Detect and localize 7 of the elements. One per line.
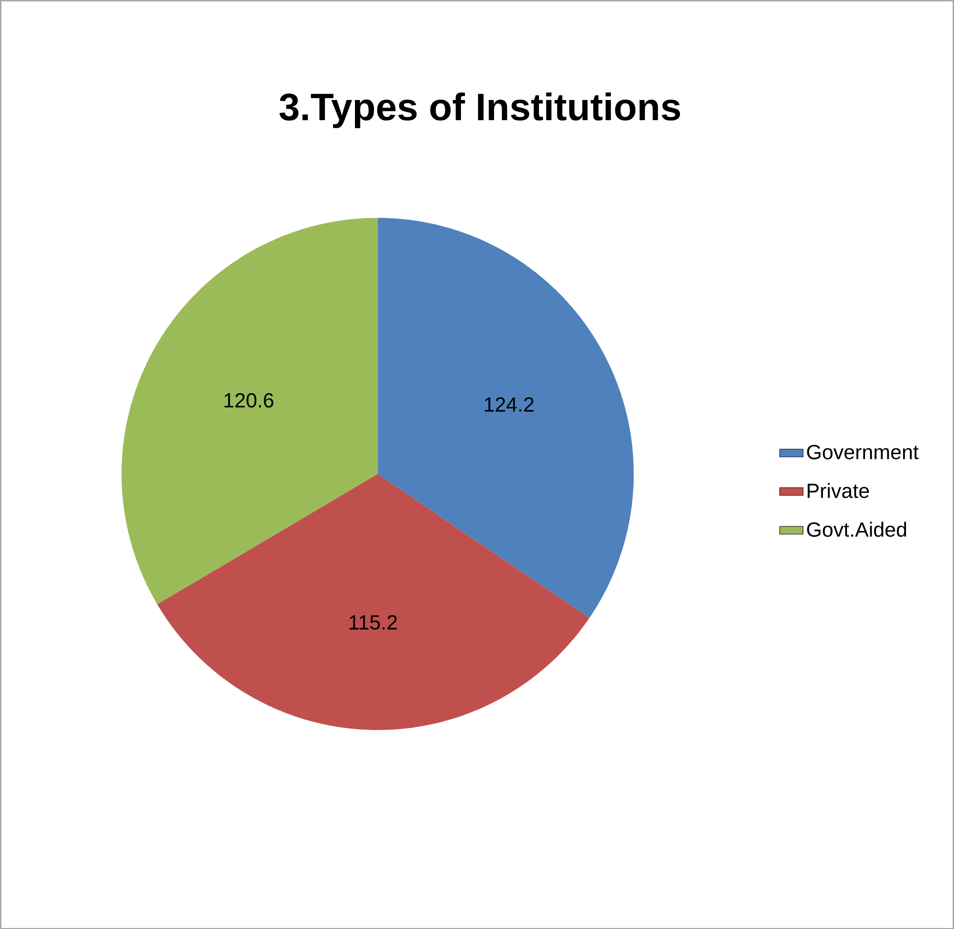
legend-label: Private — [808, 482, 869, 498]
data-label: 115.2 — [350, 614, 397, 630]
data-label: 120.6 — [224, 392, 274, 408]
legend-label: Government — [807, 444, 919, 460]
legend-label: Govt.Aided — [807, 522, 906, 537]
data-label: 124.2 — [484, 397, 534, 412]
chart-title: 3.Types of Institutions — [279, 92, 680, 128]
